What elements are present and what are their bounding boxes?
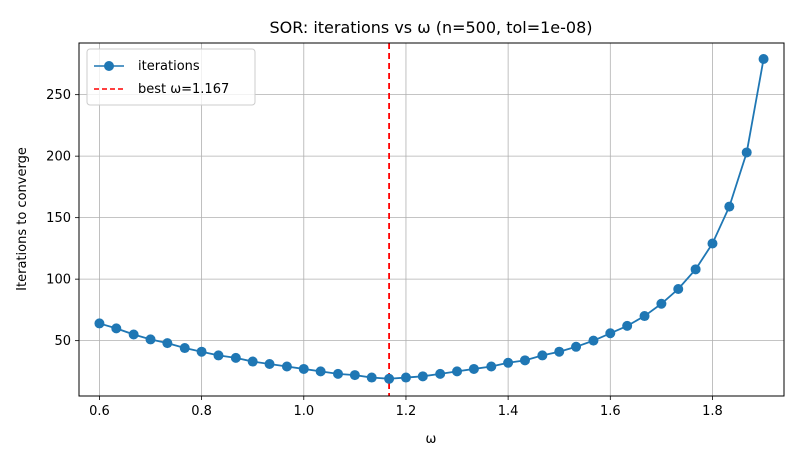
legend-box bbox=[86, 48, 256, 106]
data-point bbox=[349, 370, 360, 381]
data-point bbox=[605, 328, 616, 339]
data-point bbox=[435, 368, 446, 379]
x-tick-label: 0.6 bbox=[89, 404, 110, 419]
data-point bbox=[384, 373, 395, 384]
data-point bbox=[468, 363, 479, 374]
data-point bbox=[213, 350, 224, 361]
y-tick-label: 250 bbox=[46, 88, 71, 103]
x-tick-label: 0.8 bbox=[191, 404, 212, 419]
data-point bbox=[315, 366, 326, 377]
x-tick-label: 1.6 bbox=[600, 404, 621, 419]
data-point bbox=[554, 346, 565, 357]
data-point bbox=[588, 335, 599, 346]
data-point bbox=[298, 363, 309, 374]
chart-title: SOR: iterations vs ω (n=500, tol=1e-08) bbox=[269, 18, 592, 37]
data-point bbox=[111, 323, 122, 334]
data-point bbox=[519, 355, 530, 366]
y-axis-label: Iterations to converge bbox=[15, 147, 30, 291]
data-point bbox=[366, 372, 377, 383]
data-point bbox=[622, 320, 633, 331]
x-tick-label: 1.2 bbox=[396, 404, 417, 419]
grid bbox=[79, 43, 784, 396]
data-point bbox=[179, 343, 190, 354]
data-point bbox=[94, 318, 105, 329]
data-point bbox=[503, 357, 514, 368]
series-line-iterations bbox=[99, 58, 765, 380]
data-point bbox=[639, 311, 650, 322]
data-point bbox=[400, 372, 411, 383]
x-tick-label: 1.4 bbox=[498, 404, 519, 419]
data-point bbox=[247, 356, 258, 367]
data-point bbox=[537, 350, 548, 361]
data-point bbox=[741, 147, 752, 158]
data-point bbox=[452, 366, 463, 377]
legend: iterations best ω=1.167 bbox=[86, 48, 256, 106]
data-point bbox=[656, 298, 667, 309]
legend-label-iterations: iterations bbox=[138, 59, 200, 74]
data-point bbox=[333, 368, 344, 379]
x-tick-label: 1.8 bbox=[702, 404, 723, 419]
series-group bbox=[94, 53, 769, 384]
data-point bbox=[264, 359, 275, 370]
data-point bbox=[758, 53, 769, 64]
data-point bbox=[673, 283, 684, 294]
legend-label-best: best ω=1.167 bbox=[138, 82, 229, 97]
data-point bbox=[707, 238, 718, 249]
x-tick-label: 1.0 bbox=[293, 404, 314, 419]
x-axis-ticks: 0.6 0.8 1.0 1.2 1.4 1.6 1.8 bbox=[89, 396, 723, 419]
x-axis-label: ω bbox=[426, 432, 437, 447]
y-tick-label: 150 bbox=[46, 211, 71, 226]
legend-marker-iterations bbox=[104, 61, 114, 71]
data-point bbox=[196, 346, 207, 357]
data-point bbox=[230, 352, 241, 363]
y-tick-label: 200 bbox=[46, 150, 71, 165]
data-point bbox=[281, 361, 292, 372]
data-point bbox=[724, 201, 735, 212]
data-point bbox=[162, 338, 173, 349]
data-point bbox=[128, 329, 139, 340]
y-tick-label: 50 bbox=[54, 334, 71, 349]
data-point bbox=[145, 334, 156, 345]
data-point bbox=[690, 264, 701, 275]
y-tick-label: 100 bbox=[46, 273, 71, 288]
y-axis-ticks: 50 100 150 200 250 bbox=[46, 88, 79, 349]
data-point bbox=[571, 341, 582, 352]
data-point bbox=[486, 361, 497, 372]
data-point bbox=[417, 371, 428, 382]
plot-area-frame bbox=[78, 42, 785, 397]
